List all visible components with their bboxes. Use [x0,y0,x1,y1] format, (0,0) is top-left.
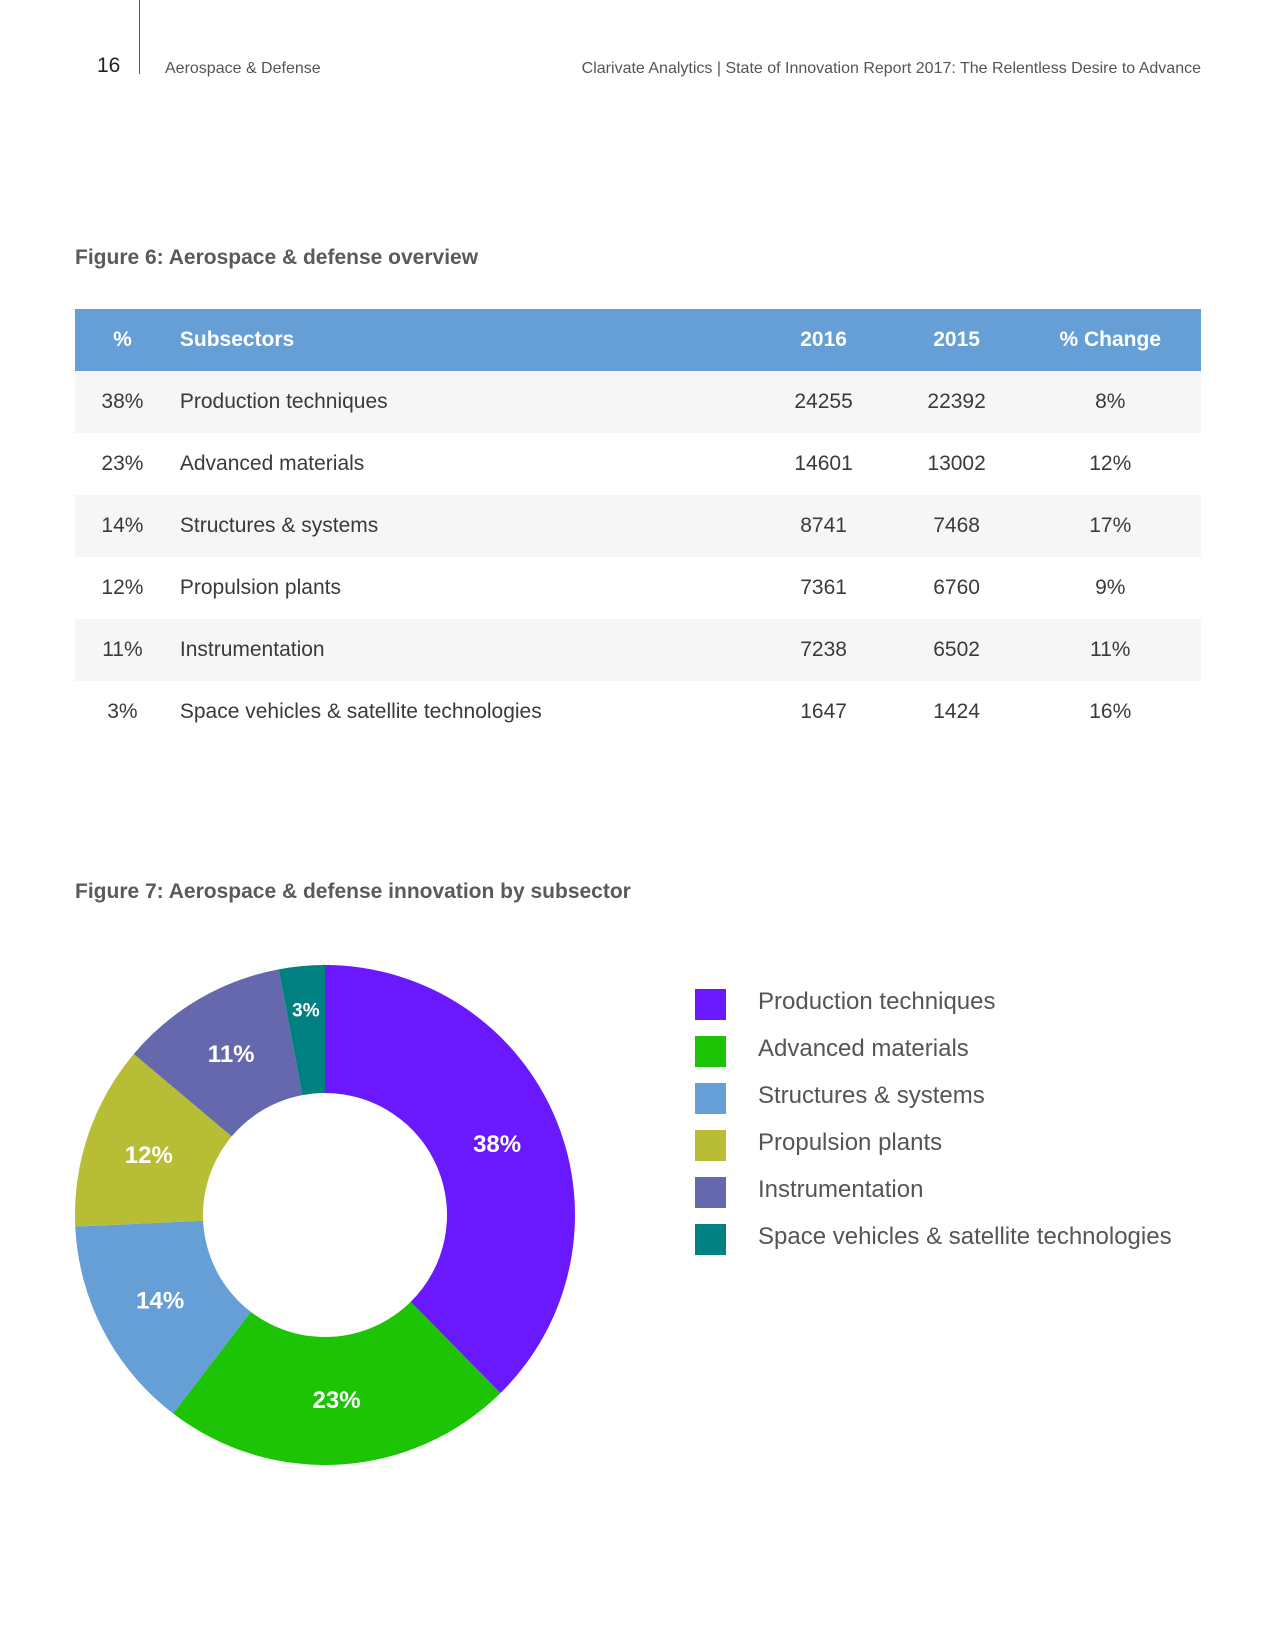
legend-label: Production techniques [758,988,996,1015]
figure-7-title: Figure 7: Aerospace & defense innovation… [75,880,631,903]
donut-label: 14% [136,1288,184,1315]
legend-swatch [695,1036,726,1067]
cell-change: 8% [1019,371,1201,433]
cell-2015: 6760 [893,557,1020,619]
cell-2016: 8741 [753,495,894,557]
cell-2015: 7468 [893,495,1020,557]
cell-percent: 3% [75,681,170,743]
donut-slice-advanced-materials [173,1301,501,1465]
legend-swatch [695,1083,726,1114]
donut-label: 11% [208,1041,255,1068]
cell-percent: 12% [75,557,170,619]
donut-chart: 38% 23% 14% 12% 11% 3% [75,965,576,1465]
table-row: 38% Production techniques 24255 22392 8% [75,371,1201,433]
donut-label: 38% [473,1131,521,1158]
column-header-change: % Change [1019,309,1201,371]
column-header-2015: 2015 [893,309,1020,371]
legend-label: Advanced materials [758,1035,969,1062]
donut-slice-structures-systems [75,1220,251,1414]
cell-2015: 1424 [893,681,1020,743]
donut-slice-production-techniques [325,965,576,1394]
cell-change: 11% [1019,619,1201,681]
cell-2015: 6502 [893,619,1020,681]
cell-subsector: Structures & systems [169,495,754,557]
donut-slice-instrumentation [133,969,303,1137]
report-title: Clarivate Analytics | State of Innovatio… [581,60,1201,77]
cell-percent: 38% [75,371,170,433]
table-row: 14% Structures & systems 8741 7468 17% [75,495,1201,557]
table-row: 12% Propulsion plants 7361 6760 9% [75,557,1201,619]
section-name: Aerospace & Defense [165,60,321,77]
table-row: 23% Advanced materials 14601 13002 12% [75,433,1201,495]
cell-change: 9% [1019,557,1201,619]
cell-subsector: Instrumentation [169,619,754,681]
legend-swatch [695,1224,726,1255]
cell-2015: 13002 [893,433,1020,495]
legend-label: Instrumentation [758,1176,924,1203]
legend-label: Propulsion plants [758,1129,943,1156]
legend-swatch [695,1177,726,1208]
column-header-2016: 2016 [753,309,894,371]
cell-subsector: Space vehicles & satellite technologies [169,681,754,743]
donut-label: 3% [292,1000,320,1021]
cell-percent: 11% [75,619,170,681]
cell-change: 17% [1019,495,1201,557]
cell-2016: 7361 [753,557,894,619]
cell-2015: 22392 [893,371,1020,433]
column-header-percent: % [75,309,170,371]
donut-label: 12% [125,1142,173,1169]
cell-2016: 24255 [753,371,894,433]
cell-2016: 1647 [753,681,894,743]
cell-subsector: Production techniques [169,371,754,433]
donut-slice-propulsion-plants [75,1053,232,1227]
column-header-subsectors: Subsectors [169,309,754,371]
cell-change: 16% [1019,681,1201,743]
header-divider [139,0,140,74]
cell-percent: 23% [75,433,170,495]
cell-2016: 7238 [753,619,894,681]
legend-label: Structures & systems [758,1082,985,1109]
cell-change: 12% [1019,433,1201,495]
cell-subsector: Advanced materials [169,433,754,495]
overview-table: % Subsectors 2016 2015 % Change 38% Prod… [75,309,1201,743]
cell-percent: 14% [75,495,170,557]
legend-swatch [695,989,726,1020]
legend-label: Space vehicles & satellite technologies [758,1223,1172,1250]
donut-label: 23% [313,1387,361,1414]
donut-slice-space-vehicles-satellite-technologies [278,965,325,1096]
table-header-row: % Subsectors 2016 2015 % Change [75,309,1201,371]
cell-subsector: Propulsion plants [169,557,754,619]
legend-swatch [695,1130,726,1161]
table-row: 11% Instrumentation 7238 6502 11% [75,619,1201,681]
figure-6-title: Figure 6: Aerospace & defense overview [75,246,479,269]
cell-2016: 14601 [753,433,894,495]
table-row: 3% Space vehicles & satellite technologi… [75,681,1201,743]
page-number: 16 [97,54,121,77]
